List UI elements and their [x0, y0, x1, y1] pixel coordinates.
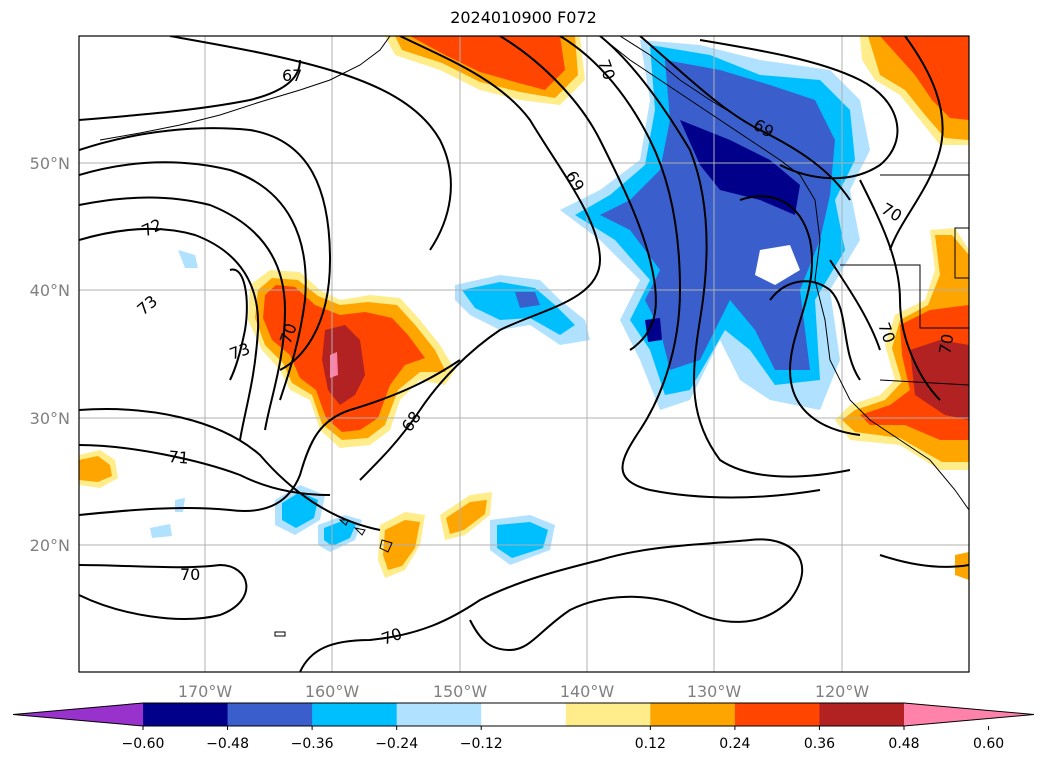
colorbar-tick-label: −0.60 [122, 736, 165, 752]
positive-anomaly-southeast [835, 228, 969, 580]
colorbar-tick-label: 0.36 [804, 736, 835, 752]
negative-anomaly-central [150, 250, 590, 565]
contour-label-70d: 70 [180, 565, 200, 584]
longitude-labels: 170°W 160°W 150°W 140°W 130°W 120°W [178, 682, 870, 701]
lat-label-50: 50°N [30, 154, 70, 173]
colorbar-segment [143, 703, 229, 726]
lat-label-30: 30°N [30, 409, 70, 428]
lon-label-120w: 120°W [815, 682, 870, 701]
colorbar-segment [481, 703, 567, 726]
colorbar-tick-label: 0.24 [719, 736, 750, 752]
map-title: 2024010900 F072 [450, 8, 597, 27]
lon-label-150w: 150°W [433, 682, 488, 701]
latitude-labels: 50°N 40°N 30°N 20°N [30, 154, 70, 555]
colorbar-segment [396, 703, 482, 726]
contour-label-71b: 71 [168, 447, 190, 468]
lon-label-170w: 170°W [178, 682, 233, 701]
colorbar-extend-high [904, 703, 1034, 726]
colorbar-tick-label: 0.60 [973, 736, 1004, 752]
colorbar-tick-label: −0.12 [460, 736, 503, 752]
colorbar-segment [565, 703, 651, 726]
lat-label-40: 40°N [30, 281, 70, 300]
coastlines [99, 36, 969, 637]
graticule [79, 36, 969, 672]
colorbar-segment [819, 703, 905, 726]
colorbar: −0.60 −0.48 −0.36 −0.24 −0.12 0.12 0.24 0.36 0.4… [12, 702, 1035, 752]
map-border [78, 35, 970, 673]
lon-label-140w: 140°W [560, 682, 615, 701]
contour-label-67: 67 [282, 66, 302, 85]
lat-label-20: 20°N [30, 536, 70, 555]
colorbar-segment [650, 703, 736, 726]
height-contours [79, 36, 969, 672]
colorbar-tick-label: 0.48 [888, 736, 919, 752]
colorbar-segment [227, 703, 313, 726]
colorbar-tick-label: −0.48 [206, 736, 249, 752]
colorbar-tick-label: −0.24 [375, 736, 418, 752]
colorbar-segment [312, 703, 398, 726]
lon-label-160w: 160°W [305, 682, 360, 701]
colorbar-tick-label: −0.36 [291, 736, 334, 752]
contour-label-70c: 70 [935, 332, 957, 355]
colorbar-segment [734, 703, 820, 726]
lon-label-130w: 130°W [687, 682, 742, 701]
colorbar-extend-low [13, 703, 143, 726]
colorbar-tick-label: 0.12 [635, 736, 666, 752]
